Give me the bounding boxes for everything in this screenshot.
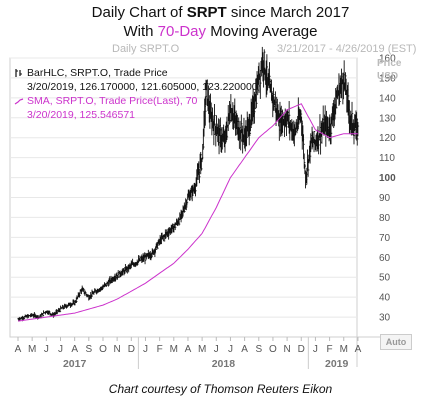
chart-subtitle-accent: 70-Day (157, 23, 207, 40)
legend-ma-label: SMA, SRPT.O, Trade Price(Last), 70 (27, 95, 198, 107)
chart-subtitle-suffix: Moving Average (206, 23, 318, 40)
x-tick-label: J (143, 344, 148, 355)
y-tick-label: 80 (379, 213, 391, 224)
chart-subtitle-prefix: With (123, 23, 158, 40)
y-tick-label: 50 (379, 273, 391, 284)
y-axis-currency-label: USD (377, 71, 398, 82)
x-tick-label: J (313, 344, 318, 355)
x-tick-label: A (15, 344, 22, 355)
x-tick-label: S (85, 344, 92, 355)
chart-caption: Chart courtesy of Thomson Reuters Eikon (108, 382, 333, 396)
x-tick-label: J (228, 344, 233, 355)
legend-bar-values: 3/20/2019, 126.170000, 121.605000, 123.2… (27, 81, 258, 93)
x-tick-label: O (99, 344, 107, 355)
y-tick-label: 90 (379, 193, 391, 204)
y-tick-label: 40 (379, 293, 391, 304)
x-tick-label: J (214, 344, 219, 355)
y-tick-label: 120 (379, 133, 396, 144)
x-tick-label: A (355, 344, 362, 355)
y-tick-label: 140 (379, 93, 396, 104)
chart-name: Daily SRPT.O (112, 43, 180, 55)
x-tick-label: D (128, 344, 135, 355)
y-tick-label: 110 (379, 153, 395, 164)
x-tick-label: M (198, 344, 206, 355)
y-tick-label: 160 (379, 54, 396, 65)
y-tick-label: 100 (379, 173, 396, 184)
auto-scale-button[interactable]: Auto (380, 334, 412, 350)
x-tick-label: F (157, 344, 163, 355)
bar-series-icon (14, 68, 24, 78)
legend-bar-row[interactable]: BarHLC, SRPT.O, Trade Price (14, 66, 258, 80)
x-tick-label: A (71, 344, 78, 355)
chart-title-suffix: since March 2017 (226, 4, 350, 21)
y-tick-label: 70 (379, 233, 391, 244)
x-tick-label: M (340, 344, 348, 355)
x-tick-label: O (269, 344, 277, 355)
legend-bar-label: BarHLC, SRPT.O, Trade Price (27, 67, 168, 79)
x-tick-label: N (283, 344, 290, 355)
y-tick-label: 30 (379, 313, 391, 324)
ma-series-icon (14, 96, 24, 106)
x-tick-label: A (185, 344, 192, 355)
year-label: 2018 (212, 358, 236, 370)
moving-average-line (17, 103, 358, 322)
chart-title-ticker: SRPT (186, 4, 227, 21)
x-tick-label: M (28, 344, 36, 355)
legend-ma-row[interactable]: SMA, SRPT.O, Trade Price(Last), 70 (14, 94, 258, 108)
x-tick-label: S (255, 344, 262, 355)
y-tick-label: 60 (379, 253, 391, 264)
x-tick-label: N (114, 344, 121, 355)
year-label: 2017 (63, 358, 87, 370)
legend-ma-values: 3/20/2019, 125.546571 (27, 109, 136, 121)
chart-title: Daily Chart of SRPT since March 2017 (0, 4, 441, 21)
x-tick-label: J (58, 344, 63, 355)
x-tick-label: D (298, 344, 305, 355)
x-tick-label: M (170, 344, 178, 355)
year-label: 2019 (325, 358, 349, 370)
y-tick-label: 150 (379, 73, 396, 84)
chart-subtitle: With 70-Day Moving Average (0, 23, 441, 40)
x-tick-label: F (327, 344, 333, 355)
x-tick-label: A (241, 344, 248, 355)
x-tick-label: J (44, 344, 49, 355)
y-axis-price-label: Price (377, 58, 402, 69)
date-range: 3/21/2017 - 4/26/2019 (EST) (277, 43, 417, 55)
chart-legend: BarHLC, SRPT.O, Trade Price 3/20/2019, 1… (14, 66, 258, 122)
chart-title-prefix: Daily Chart of (91, 4, 187, 21)
y-tick-label: 130 (379, 113, 396, 124)
